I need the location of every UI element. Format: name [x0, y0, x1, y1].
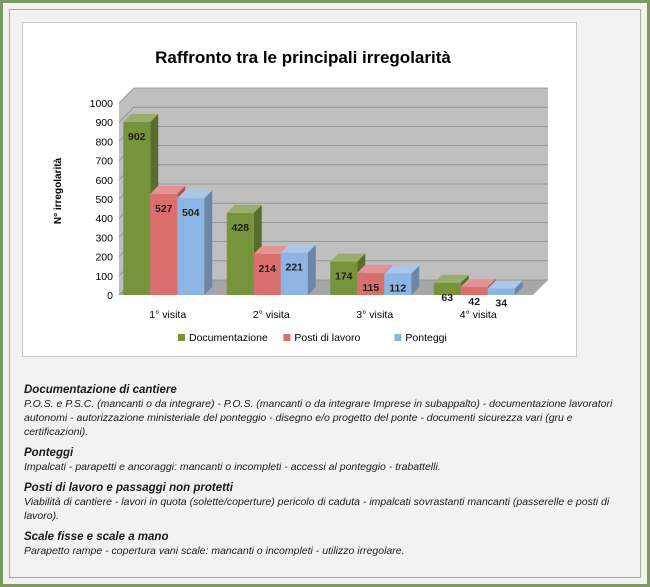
data-label: 902 [128, 131, 146, 143]
note-text: P.O.S. e P.S.C. (mancanti o da integrare… [24, 398, 613, 438]
data-label: 112 [389, 282, 406, 294]
y-tick-label: 900 [95, 117, 113, 129]
bar-ponteggi-1 [177, 190, 213, 295]
y-tick-label: 1000 [90, 98, 114, 110]
data-labels: 902 527 504 428 214 221 174 115 112 63 42 34 [128, 131, 507, 310]
legend-label: Posti di lavoro [294, 332, 360, 344]
y-tick-label: 800 [95, 136, 113, 148]
data-label: 527 [155, 203, 173, 215]
data-label: 42 [468, 296, 480, 308]
y-tick-label: 700 [95, 156, 113, 168]
legend-swatch [178, 334, 185, 341]
bar-ponteggi-2 [280, 244, 316, 295]
y-tick-label: 600 [95, 175, 113, 187]
legend-item: Posti di lavoro [283, 332, 361, 344]
notes-section: Documentazione di cantiere P.O.S. e P.S.… [24, 383, 636, 565]
inner-border [9, 9, 641, 578]
data-label: 63 [441, 292, 453, 304]
gridline [118, 87, 548, 104]
x-tick-labels: 1° visita 2° visita 3° visita 4° visita [149, 309, 497, 321]
chart-panel: 0 100 200 300 400 500 600 700 800 900 1000 902 527 5… [22, 22, 577, 357]
x-tick-label: 3° visita [356, 309, 393, 321]
legend-item: Ponteggi [394, 332, 447, 344]
data-label: 504 [182, 207, 200, 219]
note-text: Viabilità di cantiere - lavori in quota … [24, 496, 610, 522]
legend-label: Ponteggi [405, 332, 446, 344]
chart-bars [123, 113, 523, 295]
note-heading: Scale fisse e scale a mano [24, 531, 169, 543]
gridline [118, 106, 548, 123]
note-text: Parapetto rampe - copertura vani scale: … [24, 545, 405, 557]
chart-legend: Documentazione Posti di lavoro Ponteggi [178, 332, 447, 344]
note-ponteggi: Ponteggi Impalcati - parapetti e ancorag… [24, 446, 636, 474]
bar-chart: 0 100 200 300 400 500 600 700 800 900 1000 902 527 5… [53, 48, 548, 344]
chart-title: Raffronto tra le principali irregolarità [155, 48, 451, 67]
note-scale: Scale fisse e scale a mano Parapetto ram… [24, 530, 636, 558]
x-tick-label: 1° visita [149, 309, 186, 321]
legend-label: Documentazione [189, 332, 268, 344]
legend-swatch [283, 334, 291, 341]
note-heading: Posti di lavoro e passaggi non protetti [24, 482, 233, 494]
back-wall [119, 88, 548, 295]
note-heading: Documentazione di cantiere [24, 384, 177, 396]
data-label: 221 [285, 262, 303, 274]
bar-ponteggi-3 [384, 265, 420, 295]
note-text: Impalcati - parapetti e ancoraggi: manca… [24, 461, 441, 473]
x-tick-label: 4° visita [460, 309, 497, 321]
data-label: 115 [362, 282, 379, 294]
legend-item: Documentazione [178, 332, 268, 344]
bar-ponteggi-4 [487, 280, 523, 295]
x-tick-label: 2° visita [253, 309, 290, 321]
y-tick-label: 500 [95, 194, 113, 206]
y-tick-label: 200 [95, 252, 113, 264]
data-label: 174 [335, 271, 353, 283]
y-tick-label: 300 [95, 232, 113, 244]
y-axis-label: N° irregolarità [53, 157, 64, 224]
note-documentazione: Documentazione di cantiere P.O.S. e P.S.… [24, 383, 636, 439]
note-heading: Ponteggi [24, 447, 74, 459]
data-label: 214 [258, 263, 276, 275]
legend-swatch [394, 334, 402, 341]
y-tick-label: 400 [95, 213, 113, 225]
y-tick-labels: 0 100 200 300 400 500 600 700 800 900 1000 [90, 98, 114, 302]
note-posti-di-lavoro: Posti di lavoro e passaggi non protetti … [24, 481, 636, 523]
data-label: 34 [495, 297, 507, 309]
y-tick-label: 100 [95, 271, 113, 283]
data-label: 428 [231, 222, 249, 234]
y-tick-label: 0 [107, 290, 113, 302]
